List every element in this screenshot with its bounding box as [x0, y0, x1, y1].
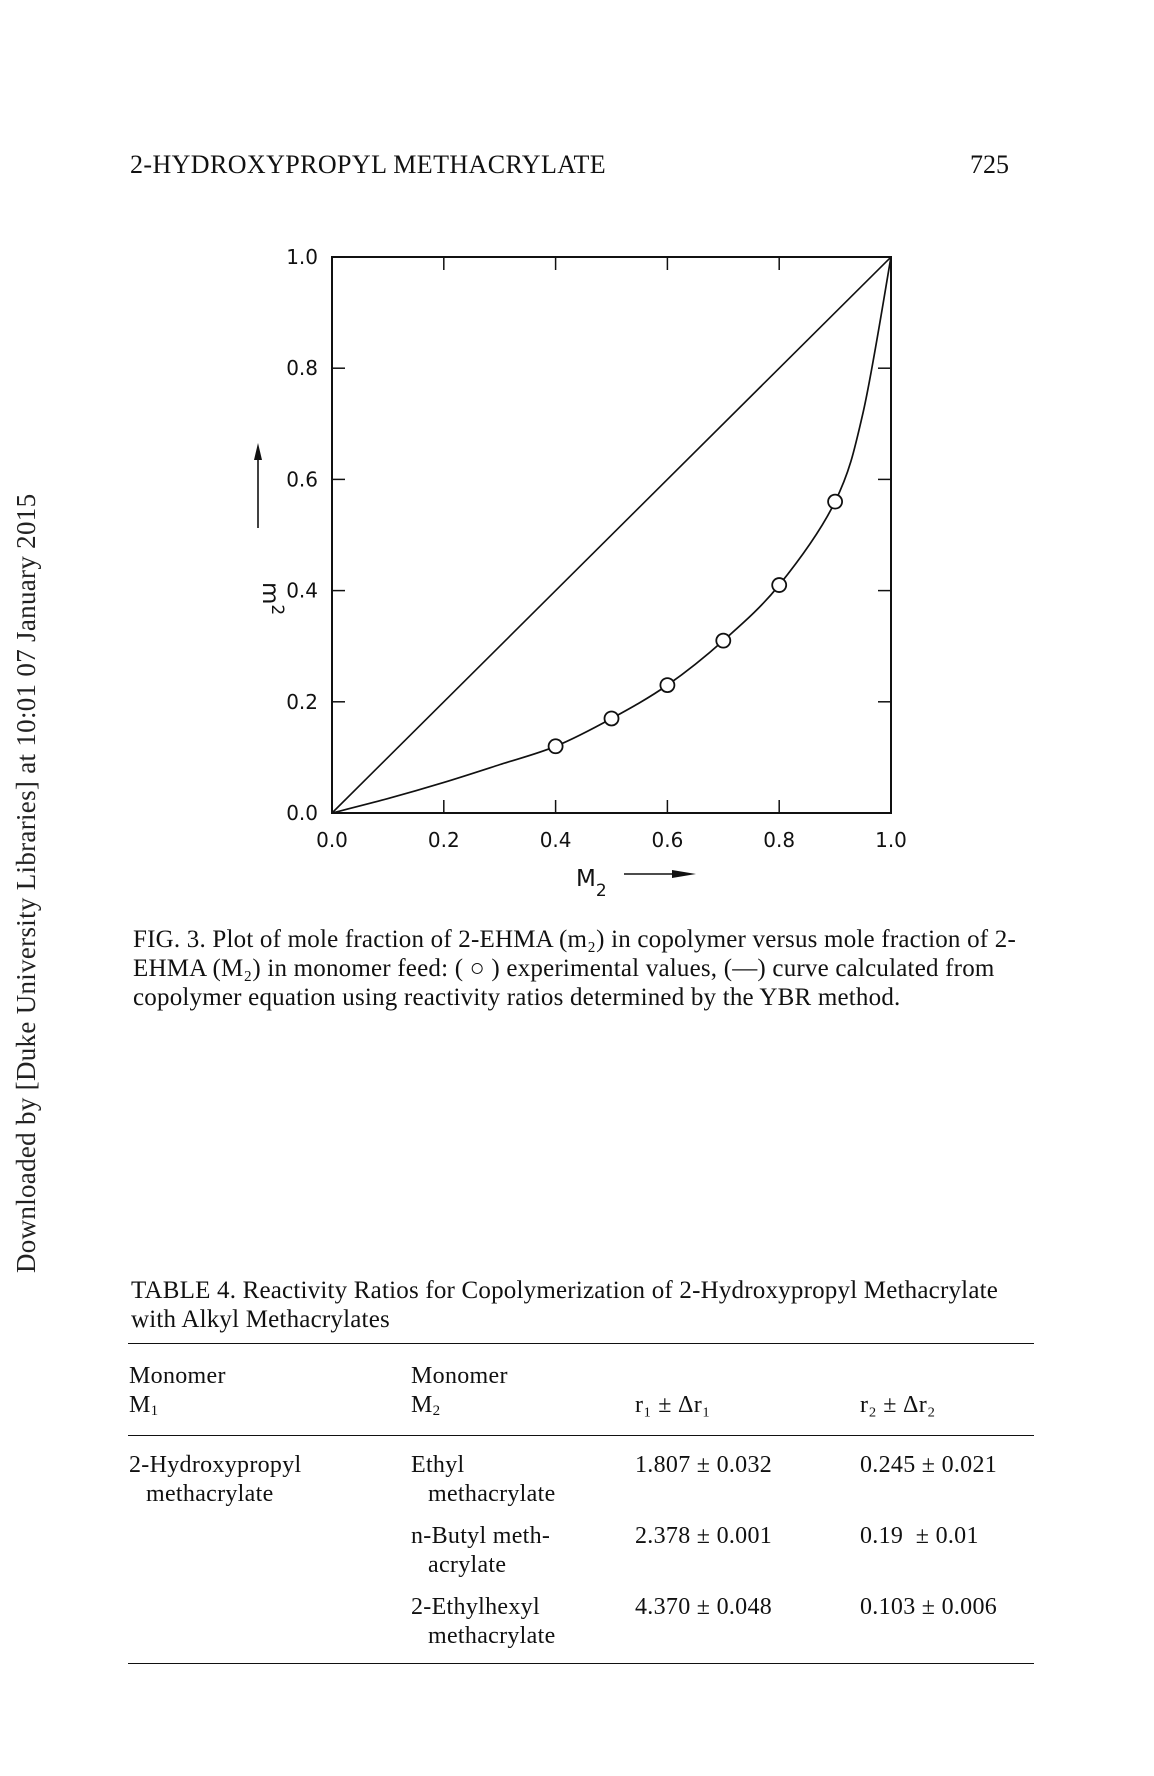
y-tick-label: 1.0: [286, 245, 318, 269]
experimental-data-point: [715, 632, 732, 649]
table-row-1-m2: Ethyl methacrylate: [411, 1451, 556, 1509]
row1-m2-line1: Ethyl: [411, 1452, 465, 1478]
row2-m2-line1: n-Butyl meth-: [411, 1523, 551, 1549]
y-tick-label: 0.2: [286, 690, 318, 714]
figure-caption: FIG. 3. Plot of mole fraction of 2-EHMA …: [133, 926, 1016, 1011]
x-tick-label: 0.2: [428, 828, 460, 852]
y-tick-label: 0.0: [286, 801, 318, 825]
table-row-3-m2: 2-Ethylhexyl methacrylate: [411, 1593, 556, 1651]
experimental-data-point: [547, 738, 564, 755]
header-m2-subscript: 2: [432, 1403, 441, 1419]
x-tick-label: 1.0: [875, 828, 907, 852]
running-head: 2-HYDROXYPROPYL METHACRYLATE: [130, 150, 607, 179]
x-axis-label: M2: [576, 866, 607, 900]
header-m1-line1: Monomer: [129, 1363, 226, 1389]
m1-line2: methacrylate: [146, 1481, 274, 1507]
table-title: TABLE 4. Reactivity Ratios for Copolymer…: [131, 1277, 999, 1333]
row1-m2-line2: methacrylate: [428, 1481, 556, 1507]
y-tick-label: 0.6: [286, 467, 318, 491]
experimental-data-point: [603, 710, 620, 727]
header-m2-line2: M: [411, 1392, 433, 1418]
y-tick-label: 0.8: [286, 356, 318, 380]
table-row-3-r2: 0.103 ± 0.006: [860, 1594, 998, 1620]
table-bottom-rule: [128, 1663, 1034, 1664]
diagonal-reference-line: [331, 256, 892, 814]
table-row-1-r2: 0.245 ± 0.021: [860, 1452, 998, 1478]
chart-ticks: [331, 256, 892, 814]
m1-line1: 2-Hydroxypropyl: [129, 1452, 302, 1478]
experimental-data-point: [771, 577, 788, 593]
x-axis-arrowhead: [672, 870, 696, 878]
header-r1: r₁ ± Δr₁: [635, 1392, 711, 1418]
row3-m2-line2: methacrylate: [428, 1623, 556, 1649]
chart-axes: [331, 256, 892, 814]
chart-tick-labels: 0.0 0.2 0.4 0.6 0.8 1.0 0.0 0.2 0.4 0.6 0.8 1.0: [286, 245, 907, 852]
x-tick-label: 0.4: [540, 828, 572, 852]
table-top-rule: [128, 1343, 1034, 1344]
table-row-1-r1: 1.807 ± 0.032: [635, 1452, 773, 1478]
header-m1-subscript: 1: [150, 1403, 159, 1419]
chart-axis-labels: m2 M2: [254, 443, 696, 900]
experimental-data-point: [659, 677, 676, 694]
table-row-2-m2: n-Butyl meth- acrylate: [411, 1522, 550, 1580]
row3-m2-line1: 2-Ethylhexyl: [411, 1594, 540, 1620]
header-m2-line1: Monomer: [411, 1363, 508, 1389]
table-cell-m1: 2-Hydroxypropyl methacrylate: [129, 1451, 301, 1509]
chart-series: [331, 256, 892, 814]
plot-frame: [331, 256, 892, 814]
table-row-2-r1: 2.378 ± 0.001: [635, 1523, 773, 1549]
x-tick-label: 0.0: [316, 828, 348, 852]
row2-m2-line2: acrylate: [428, 1552, 507, 1578]
table-row-2-r2: 0.19 ± 0.01: [860, 1523, 979, 1549]
figure-3-chart: 0.0 0.2 0.4 0.6 0.8 1.0 0.0 0.2 0.4 0.6 0.8 1.0 m2 …: [254, 245, 907, 900]
y-tick-label: 0.4: [286, 579, 318, 603]
header-m1-line2: M: [129, 1392, 151, 1418]
x-tick-label: 0.8: [763, 828, 795, 852]
y-axis-label: m2: [257, 582, 287, 615]
header-monomer-m1: Monomer M1: [129, 1362, 226, 1426]
x-tick-label: 0.6: [651, 828, 683, 852]
y-axis-arrowhead: [254, 443, 262, 460]
table-row-3-r1: 4.370 ± 0.048: [635, 1594, 773, 1620]
header-r2: r₂ ± Δr₂: [860, 1392, 936, 1418]
header-monomer-m2: Monomer M2: [411, 1362, 508, 1426]
page-number: 725: [970, 150, 1009, 179]
table-header-rule: [128, 1435, 1034, 1436]
experimental-data-point: [827, 493, 843, 510]
